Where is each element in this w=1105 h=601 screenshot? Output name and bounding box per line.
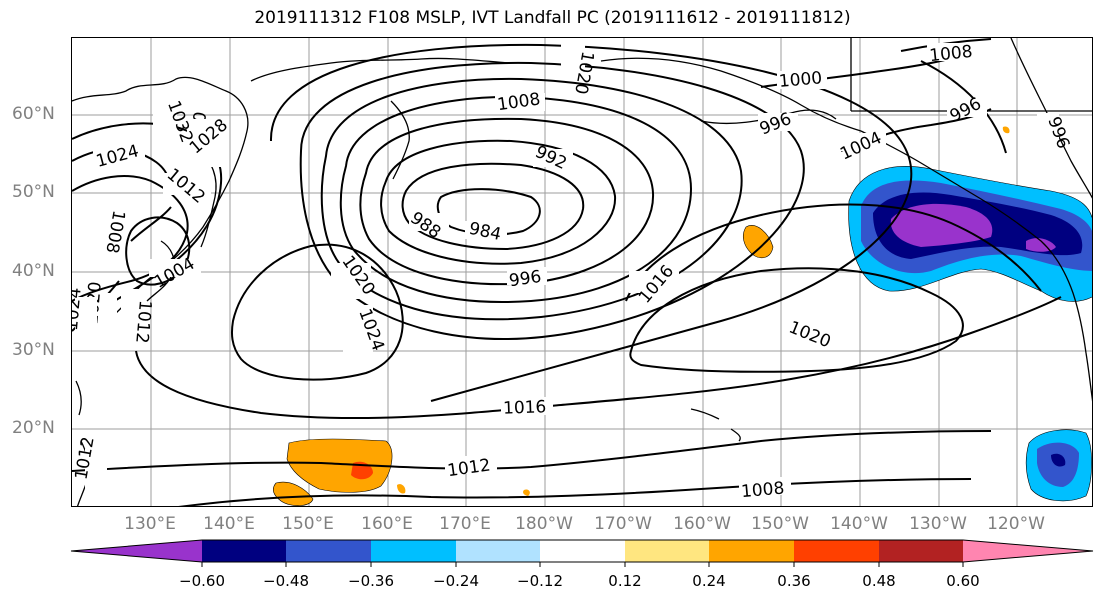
isobar-1000 bbox=[339, 95, 693, 303]
lon-label-160e: 160°E bbox=[361, 514, 413, 534]
isobar-label-996-c: 996 bbox=[947, 94, 985, 127]
isobar-label-1000: 1000 bbox=[778, 68, 823, 92]
lon-label-170w: 170°W bbox=[594, 514, 652, 534]
ivt-negative-shading bbox=[848, 166, 1092, 502]
colorbar-tick-label: 0.48 bbox=[862, 572, 896, 590]
isobar-1012-south bbox=[72, 430, 992, 472]
isobar-label-1008-c: 1008 bbox=[740, 478, 785, 502]
isobar-label-1008-b: 1008 bbox=[928, 42, 973, 66]
colorbar-tick-label: −0.36 bbox=[348, 572, 394, 590]
lat-label-20n: 20°N bbox=[12, 418, 55, 438]
colorbar-tick-label: −0.48 bbox=[263, 572, 309, 590]
isobar-1020-w bbox=[231, 243, 404, 381]
lon-label-120w: 120°W bbox=[987, 514, 1045, 534]
lon-label-140w: 140°W bbox=[830, 514, 888, 534]
isobar-1016-south bbox=[135, 296, 1062, 420]
lon-label-140e: 140°E bbox=[203, 514, 255, 534]
isobar-label-1012-c: 1012 bbox=[131, 299, 155, 344]
isobar-label-1024-c: 1024 bbox=[72, 287, 86, 332]
colorbar-segment bbox=[456, 540, 540, 562]
colorbar-segment bbox=[371, 540, 456, 562]
colorbar-segment bbox=[879, 540, 963, 562]
map-svg: 984 988 992 996 996 996 996 1000 1004 10… bbox=[72, 38, 1092, 506]
colorbar-tick-label: −0.60 bbox=[179, 572, 225, 590]
colorbar-tick-label: 0.60 bbox=[946, 572, 980, 590]
lon-label-150w: 150°W bbox=[751, 514, 809, 534]
isobar-1016-main bbox=[625, 203, 1042, 302]
lon-label-150e: 150°E bbox=[282, 514, 334, 534]
isobar-label-1016-a: 1016 bbox=[503, 397, 547, 418]
colorbar-segment bbox=[71, 540, 202, 562]
colorbar-tick-label: −0.24 bbox=[433, 572, 479, 590]
lat-label-40n: 40°N bbox=[12, 261, 55, 281]
isobar-992 bbox=[380, 139, 617, 265]
colorbar-tick-label: 0.24 bbox=[692, 572, 726, 590]
colorbar-segment bbox=[963, 540, 1093, 562]
colorbar-segment bbox=[625, 540, 709, 562]
map-title: 2019111312 F108 MSLP, IVT Landfall PC (2… bbox=[254, 8, 851, 28]
isobar-1008-south bbox=[178, 478, 972, 506]
colorbar-boxes bbox=[70, 539, 1094, 563]
colorbar-tick-label: 0.12 bbox=[608, 572, 642, 590]
colorbar-outline bbox=[70, 539, 1094, 563]
map-panel: 984 988 992 996 996 996 996 1000 1004 10… bbox=[71, 37, 1093, 507]
isobar-996 bbox=[359, 117, 655, 286]
colorbar-segment bbox=[286, 540, 371, 562]
colorbar-tick-label: −0.12 bbox=[517, 572, 563, 590]
isobar-label-1020-a: 1020 bbox=[786, 318, 834, 353]
lat-label-60n: 60°N bbox=[12, 104, 55, 124]
colorbar-segment bbox=[794, 540, 879, 562]
colorbar-tick-label: 0.36 bbox=[777, 572, 811, 590]
isobar-1020-e bbox=[629, 267, 964, 373]
coastlines bbox=[72, 38, 1092, 506]
colorbar-segment bbox=[709, 540, 794, 562]
lat-label-30n: 30°N bbox=[12, 340, 55, 360]
isobar-1028 bbox=[72, 175, 189, 302]
isobar-1012 bbox=[269, 43, 913, 402]
lon-label-170e: 170°E bbox=[439, 514, 491, 534]
colorbar-segment bbox=[540, 540, 625, 562]
isobar-1008 bbox=[299, 61, 805, 340]
lat-label-50n: 50°N bbox=[12, 182, 55, 202]
lon-label-160w: 160°W bbox=[673, 514, 731, 534]
isobar-label-996-a: 996 bbox=[508, 267, 543, 291]
lon-label-130w: 130°W bbox=[909, 514, 967, 534]
colorbar-segment bbox=[202, 540, 286, 562]
lon-label-180w: 180°W bbox=[515, 514, 573, 534]
colorbar-ticks bbox=[201, 562, 964, 567]
lon-label-130e: 130°E bbox=[124, 514, 176, 534]
